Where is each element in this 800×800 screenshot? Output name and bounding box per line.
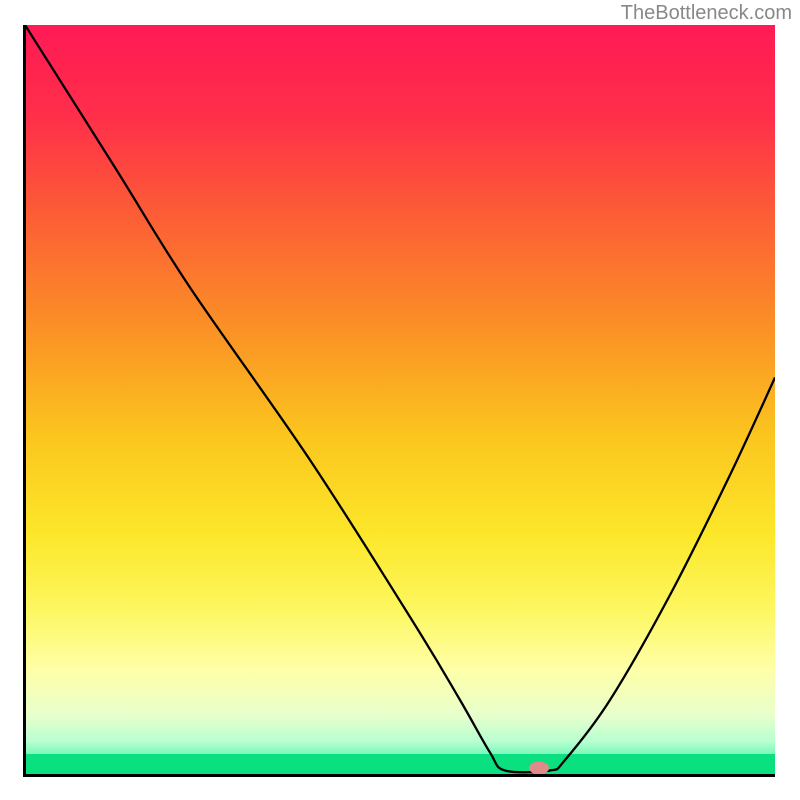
y-axis	[23, 25, 26, 777]
x-axis	[25, 774, 775, 777]
bottleneck-chart: TheBottleneck.com	[0, 0, 800, 800]
optimum-marker	[529, 762, 549, 775]
watermark-text: TheBottleneck.com	[621, 2, 792, 25]
plot-area	[25, 25, 775, 775]
bottleneck-curve	[25, 25, 775, 775]
